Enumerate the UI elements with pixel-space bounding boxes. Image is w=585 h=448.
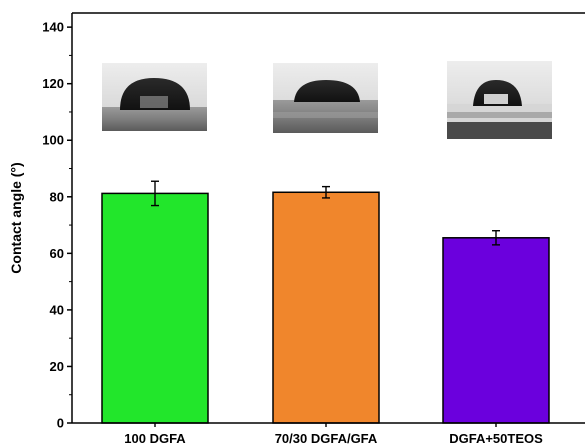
y-ticks-group: 0 20 40 60 80 100 120 140 <box>42 20 72 431</box>
bar-3 <box>442 237 550 424</box>
y-tick-label: 80 <box>50 189 64 204</box>
y-axis-title: Contact angle (°) <box>8 162 24 273</box>
x-category-label: 100 DGFA <box>124 431 186 446</box>
y-tick-label: 140 <box>42 20 64 35</box>
error-bars-group <box>151 180 500 246</box>
y-tick-label: 120 <box>42 76 64 91</box>
y-tick-label: 100 <box>42 133 64 148</box>
x-labels-group: 100 DGFA 70/30 DGFA/GFA DGFA+50TEOS <box>124 423 543 446</box>
x-category-label: DGFA+50TEOS <box>449 431 543 446</box>
y-tick-label: 0 <box>57 416 64 431</box>
bar-1 <box>101 192 209 424</box>
y-tick-label: 60 <box>50 246 64 261</box>
y-tick-label: 20 <box>50 359 64 374</box>
droplet-photo-dgfa-50teos <box>447 61 552 139</box>
y-tick-label: 40 <box>50 302 64 317</box>
x-category-label: 70/30 DGFA/GFA <box>275 431 378 446</box>
droplet-photo-100-dgfa <box>102 63 207 131</box>
bar-2 <box>272 191 380 424</box>
bars-group <box>101 191 550 424</box>
droplet-photo-70-30-dgfa-gfa <box>273 63 378 133</box>
